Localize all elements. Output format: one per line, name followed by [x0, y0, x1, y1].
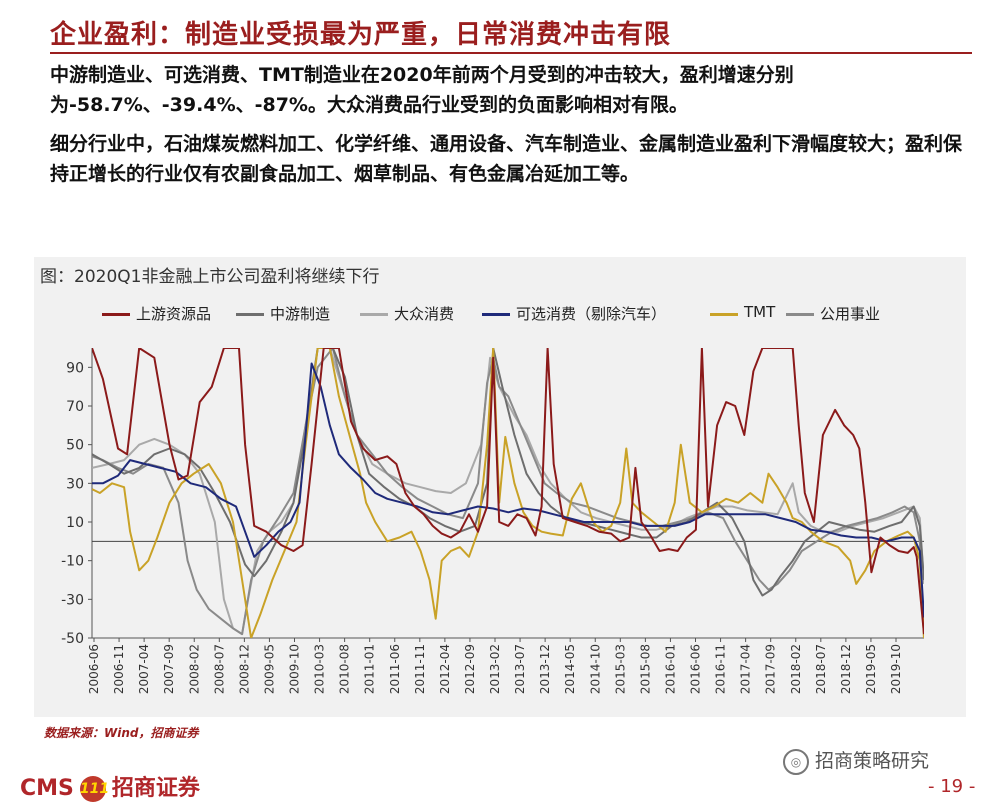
y-tick-label: -10	[61, 554, 84, 570]
x-tick-label: 2016-01	[663, 644, 677, 694]
x-tick-label: 2013-07	[513, 644, 527, 694]
y-tick-label: 70	[66, 399, 84, 415]
title-divider	[50, 52, 972, 54]
legend-swatch	[360, 313, 388, 316]
x-tick-label: 2006-06	[87, 644, 101, 694]
data-source-note: 数据来源：Wind，招商证券	[44, 726, 199, 740]
summary-paragraph-1: 中游制造业、可选消费、TMT制造业在2020年前两个月受到的冲击较大，盈利增速分…	[50, 64, 794, 116]
logo-emblem: 111	[79, 776, 109, 802]
summary-paragraph-2: 细分行业中，石油煤炭燃料加工、化学纤维、通用设备、汽车制造业、金属制造业盈利下滑…	[50, 133, 963, 185]
x-tick-label: 2019-05	[864, 644, 878, 694]
y-tick-label: 90	[66, 360, 84, 376]
x-tick-label: 2017-04	[739, 644, 753, 694]
logo-chinese-name: 招商证券	[111, 776, 200, 801]
series-line-5	[92, 348, 924, 638]
series-line-2	[92, 348, 924, 636]
y-tick-label: 50	[66, 438, 84, 454]
series-line-3	[92, 362, 924, 618]
legend-label: 可选消费（剔除汽车）	[516, 305, 667, 323]
chart-title: 图：2020Q1非金融上市公司盈利将继续下行	[40, 267, 380, 287]
x-tick-label: 2018-02	[789, 644, 803, 694]
y-tick-label: -30	[61, 592, 84, 608]
x-tick-label: 2010-03	[313, 644, 327, 694]
legend-swatch	[710, 313, 738, 316]
x-tick-label: 2012-09	[463, 644, 477, 694]
logo-cms-text: CMS	[20, 776, 74, 801]
x-tick-label: 2016-06	[689, 644, 703, 694]
x-tick-label: 2008-02	[187, 644, 201, 694]
wechat-icon: ◎	[783, 748, 809, 775]
y-tick-label: 30	[66, 476, 84, 492]
legend-label: TMT	[744, 303, 776, 321]
slide-title: 企业盈利：制造业受损最为严重，日常消费冲击有限	[50, 20, 672, 50]
y-tick-label: -50	[61, 631, 84, 647]
wechat-account-name: 招商策略研究	[815, 750, 930, 772]
x-tick-label: 2015-08	[638, 644, 652, 694]
series-line-4	[92, 348, 924, 638]
x-tick-label: 2016-11	[714, 644, 728, 694]
x-tick-label: 2011-11	[413, 644, 427, 694]
company-logo: CMS 111 招商证券	[20, 770, 200, 802]
x-tick-label: 2018-07	[814, 644, 828, 694]
x-tick-label: 2018-12	[839, 644, 853, 694]
x-tick-label: 2010-08	[338, 644, 352, 694]
x-tick-label: 2008-07	[212, 644, 226, 694]
x-tick-label: 2006-11	[112, 644, 126, 694]
x-tick-label: 2019-10	[889, 644, 903, 694]
x-tick-label: 2013-12	[538, 644, 552, 694]
x-tick-label: 2009-05	[262, 644, 276, 694]
x-tick-label: 2008-12	[237, 644, 251, 694]
legend-swatch	[786, 313, 814, 316]
x-tick-label: 2007-09	[162, 644, 176, 694]
legend-swatch	[102, 313, 130, 316]
x-tick-label: 2009-10	[288, 644, 302, 694]
legend-label: 上游资源品	[136, 305, 212, 323]
page-number: - 19 -	[928, 776, 976, 797]
legend-label: 中游制造	[270, 305, 331, 323]
legend-swatch	[236, 313, 264, 316]
x-tick-label: 2013-02	[488, 644, 502, 694]
x-tick-label: 2011-06	[388, 644, 402, 694]
series-line-0	[92, 348, 924, 635]
x-tick-label: 2012-04	[438, 644, 452, 694]
series-line-1	[92, 348, 924, 597]
x-tick-label: 2014-10	[588, 644, 602, 694]
x-tick-label: 2014-05	[563, 644, 577, 694]
x-tick-label: 2011-01	[363, 644, 377, 694]
y-tick-label: 10	[66, 515, 84, 531]
wechat-watermark: ◎ 招商策略研究	[783, 746, 929, 775]
legend-label: 大众消费	[394, 305, 455, 323]
x-tick-label: 2017-09	[764, 644, 778, 694]
legend-label: 公用事业	[820, 305, 881, 323]
x-tick-label: 2015-03	[613, 644, 627, 694]
legend-swatch	[482, 313, 510, 316]
x-tick-label: 2007-04	[137, 644, 151, 694]
